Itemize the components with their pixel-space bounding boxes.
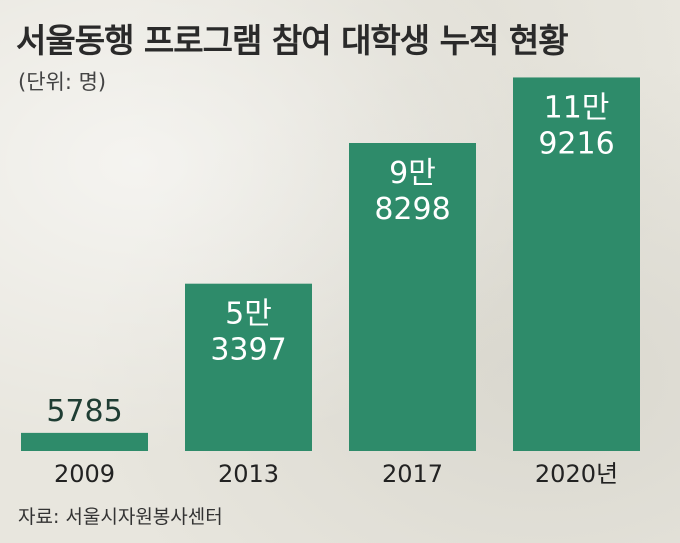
- bar-2: [349, 142, 476, 451]
- bar-3: [513, 77, 640, 451]
- bar-value-label-1-0: 5만: [225, 297, 272, 332]
- bar-value-label-2-1: 8298: [374, 192, 450, 227]
- bar-0: [21, 432, 148, 451]
- bar-value-label-0-0: 5785: [46, 394, 122, 429]
- unit-label: (단위: 명): [18, 70, 107, 94]
- x-tick-label-2: 2017: [382, 460, 443, 488]
- x-tick-label-0: 2009: [54, 460, 115, 488]
- bar-1: [185, 283, 312, 451]
- bar-value-label-3-1: 9216: [538, 126, 614, 161]
- bar-value-label-3-0: 11만: [544, 90, 610, 125]
- bar-value-label-1-1: 3397: [210, 333, 286, 368]
- x-tick-label-1: 2013: [218, 460, 279, 488]
- chart-title: 서울동행 프로그램 참여 대학생 누적 현황: [16, 21, 569, 60]
- bar-value-label-2-0: 9만: [389, 156, 436, 191]
- source-note: 자료: 서울시자원봉사센터: [18, 506, 223, 528]
- x-tick-label-3: 2020년: [535, 460, 618, 488]
